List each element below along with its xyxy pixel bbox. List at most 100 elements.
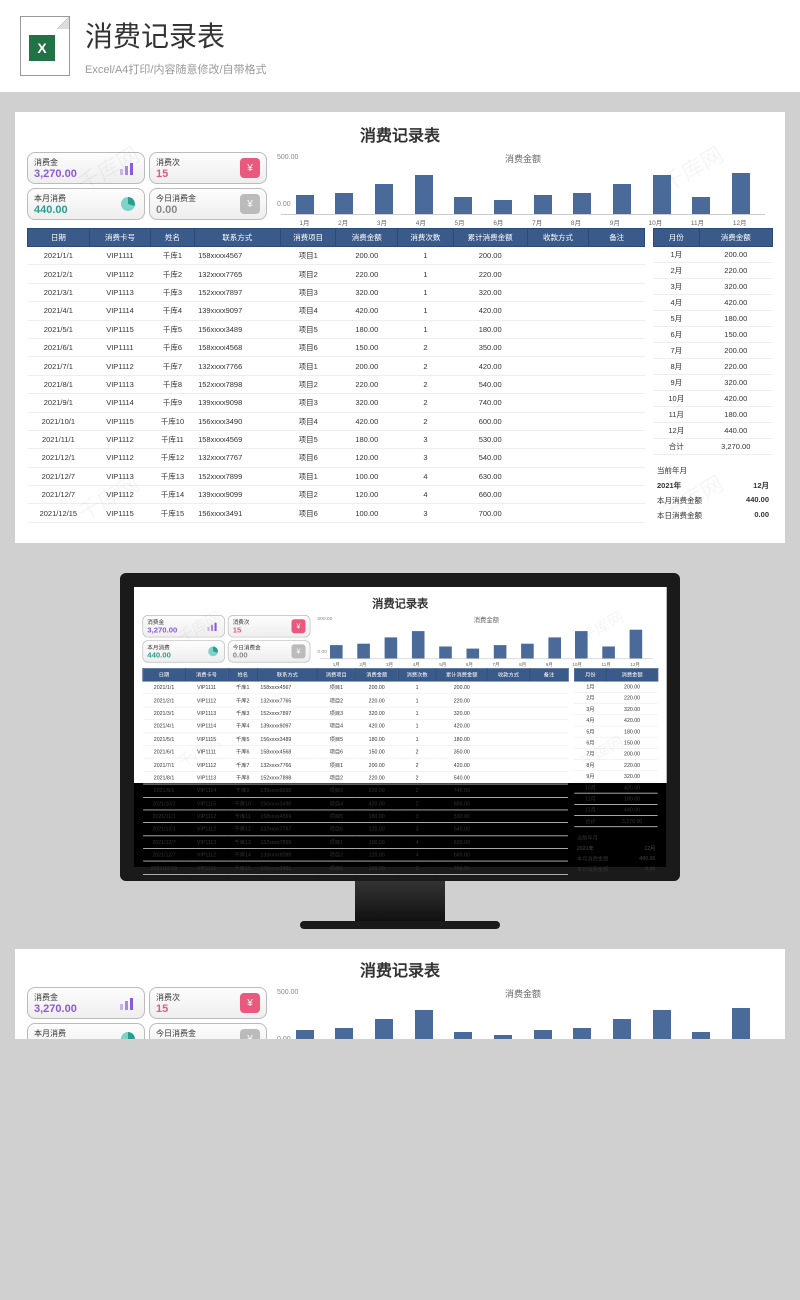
- chart-bar: [613, 1019, 631, 1039]
- table-cell: VIP1114: [89, 302, 151, 320]
- table-cell: 420.00: [699, 391, 772, 407]
- summary-info: 当前年月 2021年12月 本月消费金额440.00 本日消费金额0.00: [653, 463, 773, 523]
- table-row: 8月220.00: [574, 760, 657, 771]
- table-cell: 420.00: [606, 782, 657, 793]
- table-cell: 千库12: [228, 823, 258, 836]
- table-cell: 项目2: [280, 486, 336, 504]
- table-cell: 420.00: [453, 357, 527, 375]
- table-cell: 2021/12/15: [28, 504, 90, 523]
- table-cell: 千库12: [151, 449, 194, 467]
- table-cell: 项目2: [317, 771, 355, 784]
- table-cell: 156xxxx3490: [194, 412, 280, 430]
- chart-bar: [494, 645, 507, 658]
- table-cell: 7月: [574, 748, 606, 759]
- metric-value: 440.00: [34, 1039, 118, 1040]
- table-row: 2021/9/1VIP1114千库9139xxxx9098项目3320.0027…: [143, 784, 568, 797]
- table-row: 2021/12/7VIP1112千库14139xxxx9099项目2120.00…: [143, 849, 568, 862]
- table-cell: 220.00: [453, 265, 527, 283]
- chart-xlabel: 3月: [386, 661, 393, 668]
- summary-info: 当前年月 2021年12月 本月消费金额440.00 本日消费金额0.00: [574, 833, 658, 875]
- table-cell: 千库9: [151, 394, 194, 412]
- spreadsheet-preview: 千库网 千库网 千库网 千库网 消费记录表 消费金 3,270.00 消费次 1…: [15, 112, 785, 543]
- table-cell: [589, 357, 645, 375]
- monitor-stand: [355, 881, 445, 921]
- table-cell: 12月: [574, 804, 606, 815]
- metrics-panel: 消费金 3,270.00 消费次 15 ¥ 本月消费 440.00: [142, 615, 310, 663]
- table-cell: 2021/1/1: [143, 681, 186, 694]
- table-cell: 2: [398, 797, 436, 810]
- table-row: 10月420.00: [654, 391, 773, 407]
- table-cell: 3: [398, 861, 436, 874]
- table-cell: 千库10: [151, 412, 194, 430]
- table-cell: 4月: [574, 715, 606, 726]
- table-row: 2021/3/1VIP1113千库3152xxxx7897项目3320.0013…: [28, 283, 645, 301]
- table-cell: 3: [398, 810, 436, 823]
- table-cell: 420.00: [699, 295, 772, 311]
- table-cell: 3: [398, 449, 454, 467]
- table-header-row: 月份消费金额: [574, 669, 657, 682]
- chart-xlabel: 2月: [359, 661, 366, 668]
- table-cell: 220.00: [355, 694, 398, 707]
- table-cell: 2021/12/7: [143, 849, 186, 862]
- table-cell: 180.00: [436, 733, 487, 746]
- table-cell: 320.00: [606, 771, 657, 782]
- table-cell: 139xxxx9097: [258, 720, 318, 733]
- month-amount-value: 440.00: [639, 855, 655, 863]
- chart-bar: [330, 645, 343, 658]
- table-cell: VIP1113: [185, 707, 228, 720]
- table-cell: 9月: [654, 375, 700, 391]
- table-row: 2月220.00: [654, 263, 773, 279]
- chart-ymax: 500.00: [277, 154, 298, 161]
- table-cell: VIP1113: [185, 771, 228, 784]
- metric-value: 3,270.00: [34, 168, 118, 180]
- chart-bar: [573, 1028, 591, 1039]
- table-cell: [487, 720, 530, 733]
- yen-icon: ¥: [240, 158, 260, 178]
- table-cell: 2: [398, 412, 454, 430]
- table-cell: 1月: [574, 681, 606, 692]
- chart-xlabel: 8月: [571, 217, 581, 227]
- table-cell: 10月: [654, 391, 700, 407]
- column-header: 日期: [28, 229, 90, 247]
- sheet-title: 消费记录表: [142, 594, 658, 611]
- chart-xlabel: 11月: [691, 217, 704, 227]
- metric-total-amount: 消费金 3,270.00: [27, 152, 145, 184]
- table-cell: [487, 861, 530, 874]
- chart-xlabel: 6月: [466, 661, 473, 668]
- table-cell: 3,270.00: [606, 816, 657, 827]
- table-cell: [530, 758, 568, 771]
- column-header: 备注: [530, 669, 568, 682]
- table-cell: 2月: [574, 692, 606, 703]
- bar-chart: 500.00 0.00 消费金额 1月2月3月4月5月6月7月8月9月10月11…: [273, 152, 773, 222]
- table-cell: 540.00: [453, 449, 527, 467]
- table-cell: 4: [398, 836, 436, 849]
- table-cell: 350.00: [453, 338, 527, 356]
- table-cell: 项目3: [317, 707, 355, 720]
- table-row: 9月320.00: [574, 771, 657, 782]
- column-header: 联系方式: [194, 229, 280, 247]
- table-cell: 740.00: [436, 784, 487, 797]
- table-cell: 320.00: [355, 707, 398, 720]
- table-cell: 2: [398, 375, 454, 393]
- table-cell: 320.00: [453, 283, 527, 301]
- metric-value: 15: [156, 168, 240, 180]
- table-cell: 100.00: [355, 836, 398, 849]
- table-cell: 2021/3/1: [28, 283, 90, 301]
- table-cell: 530.00: [453, 430, 527, 448]
- table-cell: [487, 849, 530, 862]
- table-cell: 2021/10/1: [143, 797, 186, 810]
- table-cell: 2021/8/1: [28, 375, 90, 393]
- column-header: 姓名: [151, 229, 194, 247]
- table-cell: [487, 694, 530, 707]
- table-cell: 5月: [654, 311, 700, 327]
- table-cell: VIP1115: [185, 861, 228, 874]
- table-row: 2021/10/1VIP1115千库10156xxxx3490项目4420.00…: [28, 412, 645, 430]
- current-month: 12月: [644, 845, 655, 853]
- metric-total-amount: 消费金 3,270.00: [27, 987, 145, 1019]
- table-cell: 2021/12/1: [143, 823, 186, 836]
- table-cell: 132xxxx7766: [258, 758, 318, 771]
- table-cell: 320.00: [336, 394, 398, 412]
- table-cell: 100.00: [336, 504, 398, 523]
- metric-label: 今日消费金: [156, 193, 240, 204]
- chart-bars: [320, 626, 652, 660]
